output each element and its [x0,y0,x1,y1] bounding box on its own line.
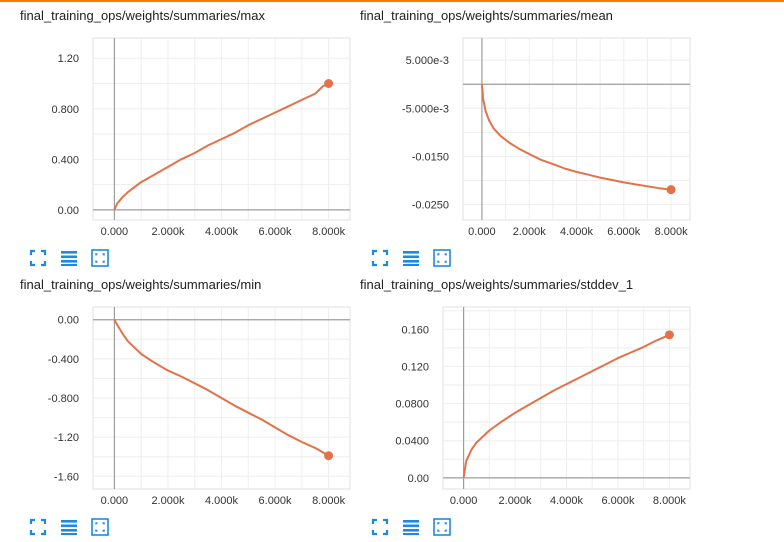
x-tick-label: 0.000 [468,226,496,238]
y-tick-label: -5.000e-3 [402,103,449,115]
x-tick-label: 2.000k [513,226,547,238]
expand-icon[interactable] [29,518,47,536]
series-line [462,333,670,479]
list-icon[interactable] [402,518,420,536]
y-tick-label: 1.20 [58,53,79,65]
fit-icon[interactable] [433,518,451,536]
y-tick-label: -1.60 [54,471,79,483]
y-tick-label: 0.800 [51,104,79,116]
list-icon[interactable] [60,518,78,536]
chart-title: final_training_ops/weights/summaries/min [20,277,262,292]
y-tick-label: -0.0150 [412,151,449,163]
x-tick-label: 8.000k [312,226,346,238]
x-tick-label: 8.000k [312,495,346,507]
x-tick-label: 4.000k [560,226,594,238]
series-line [480,84,672,191]
expand-icon[interactable] [29,249,47,267]
x-tick-label: 4.000k [550,495,584,507]
chart-card-max: final_training_ops/weights/summaries/max… [20,8,390,273]
fit-icon[interactable] [91,518,109,536]
fit-icon[interactable] [91,249,109,267]
fit-icon[interactable] [433,249,451,267]
series-line [113,82,330,211]
chart-card-min: final_training_ops/weights/summaries/min… [20,277,390,542]
x-tick-label: 6.000k [601,495,635,507]
x-tick-label: 8.000k [653,495,687,507]
x-tick-label: 0.000 [101,226,129,238]
y-tick-label: -0.800 [48,393,79,405]
y-tick-label: 0.00 [58,315,79,327]
y-tick-label: 0.120 [401,361,429,373]
y-tick-label: 0.0800 [395,399,429,411]
series-end-point[interactable] [324,451,334,461]
top-accent-bar [0,0,784,2]
y-tick-label: -1.20 [54,432,79,444]
x-tick-label: 6.000k [259,495,293,507]
y-tick-label: -0.0250 [412,200,449,212]
y-tick-label: 0.00 [408,473,429,485]
line-chart[interactable]: 0.00 -0.400 -0.800 -1.20 -1.60 0.000 2.000k 4.0… [20,297,390,512]
chart-card-stddev: final_training_ops/weights/summaries/std… [360,277,730,542]
y-tick-label: 0.0400 [395,436,429,448]
series-end-point[interactable] [666,185,676,195]
x-tick-label: 4.000k [205,226,239,238]
line-chart[interactable]: 5.000e-3 -5.000e-3 -0.0150 -0.0250 0.000 2.00… [360,28,730,243]
y-tick-label: 0.00 [58,205,79,217]
chart-title: final_training_ops/weights/summaries/max [20,8,265,23]
y-tick-label: 5.000e-3 [406,55,449,67]
x-tick-label: 2.000k [151,495,185,507]
x-tick-label: 2.000k [151,226,185,238]
x-tick-label: 0.000 [101,495,129,507]
y-tick-label: 0.160 [401,324,429,336]
series-end-point[interactable] [664,330,674,340]
x-tick-label: 6.000k [607,226,641,238]
list-icon[interactable] [402,249,420,267]
list-icon[interactable] [60,249,78,267]
series-end-point[interactable] [324,79,334,88]
x-tick-label: 6.000k [259,226,293,238]
x-tick-label: 4.000k [205,495,239,507]
x-tick-label: 0.000 [450,495,478,507]
x-tick-label: 8.000k [655,226,689,238]
x-tick-label: 2.000k [499,495,533,507]
series-line [113,319,330,457]
y-tick-label: 0.400 [51,154,79,166]
chart-card-mean: final_training_ops/weights/summaries/mea… [360,8,730,273]
y-tick-label: -0.400 [48,354,79,366]
line-chart[interactable]: 0.00 0.400 0.800 1.20 0.000 2.000k 4.000k 6.000… [20,28,390,243]
expand-icon[interactable] [371,249,389,267]
chart-title: final_training_ops/weights/summaries/mea… [360,8,613,23]
line-chart[interactable]: 0.00 0.0400 0.0800 0.120 0.160 0.000 2.000k 4.0… [360,297,730,512]
chart-title: final_training_ops/weights/summaries/std… [360,277,634,292]
expand-icon[interactable] [371,518,389,536]
